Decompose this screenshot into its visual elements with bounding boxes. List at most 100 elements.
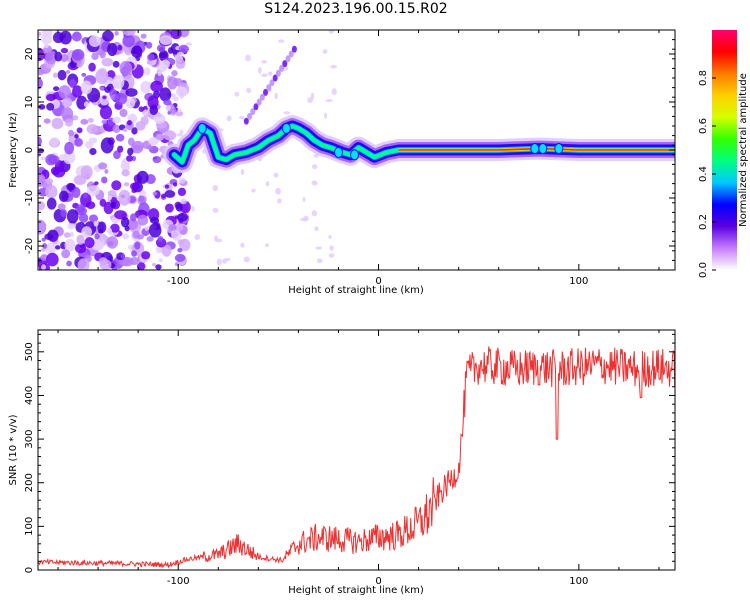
noise-blob	[102, 95, 107, 100]
noise-blob	[55, 245, 61, 250]
spectrogram-noise-blobs	[38, 30, 337, 270]
noise-blob	[45, 242, 57, 255]
noise-blob	[101, 119, 107, 124]
noise-blob	[102, 30, 114, 42]
noise-blob-faint	[234, 91, 240, 97]
noise-blob	[175, 203, 183, 212]
snr-panel: -100 0 100 0 100 200 300 400 500 Height of stra…	[8, 329, 676, 596]
noise-blob	[155, 264, 162, 270]
spectrogram-ridge	[163, 115, 675, 173]
colorbar-tick-label: 0.8	[698, 70, 709, 86]
noise-blob	[99, 86, 105, 91]
noise-blob	[87, 117, 94, 123]
colorbar-tick-label: 0.2	[698, 214, 709, 230]
noise-blob	[44, 43, 49, 49]
noise-blob	[163, 99, 172, 106]
noise-blob-faint	[238, 116, 245, 120]
noise-blob	[58, 85, 71, 99]
noise-blob	[71, 49, 85, 61]
noise-blob-faint	[178, 177, 186, 184]
noise-blob-faint	[175, 133, 183, 137]
noise-blob	[134, 241, 141, 250]
noise-blob	[86, 185, 100, 196]
y-tick-label: 500	[24, 342, 35, 361]
y-tick-label: -20	[24, 238, 35, 254]
branch-blob	[279, 64, 285, 72]
noise-blob	[130, 182, 141, 191]
noise-blob-faint	[311, 164, 318, 170]
noise-blob	[76, 127, 83, 134]
noise-blob	[159, 87, 172, 102]
noise-blob	[46, 252, 59, 267]
noise-blob	[88, 62, 96, 72]
noise-blob-faint	[331, 88, 337, 96]
noise-blob	[46, 102, 55, 111]
noise-blob	[107, 195, 112, 201]
noise-blob	[65, 69, 71, 74]
noise-blob	[104, 168, 109, 174]
noise-blob	[77, 258, 90, 270]
noise-blob	[122, 233, 130, 240]
noise-blob	[46, 197, 57, 210]
ridge-bump	[197, 122, 207, 134]
y-tick-label: 20	[24, 48, 35, 61]
noise-blob-faint	[274, 92, 278, 100]
noise-blob	[177, 212, 188, 222]
noise-blob	[143, 109, 149, 116]
noise-blob	[112, 60, 120, 68]
noise-blob	[160, 59, 171, 69]
noise-blob	[165, 104, 171, 111]
noise-blob	[127, 119, 132, 126]
noise-blob	[62, 150, 76, 165]
noise-blob	[66, 209, 79, 224]
noise-blob	[112, 116, 121, 124]
noise-blob-faint	[314, 226, 319, 231]
noise-blob-faint	[316, 258, 323, 263]
noise-blob-faint	[240, 168, 245, 175]
spectrogram-y-ticks: -20 -10 0 10 20	[24, 29, 675, 271]
ridge-bump	[333, 146, 343, 158]
noise-blob-faint	[322, 49, 328, 55]
noise-blob	[101, 176, 108, 184]
noise-blob	[91, 52, 99, 61]
branch-blob	[263, 88, 269, 96]
noise-blob	[45, 93, 56, 102]
ridge-bump	[281, 122, 291, 134]
noise-blob	[110, 201, 116, 209]
noise-blob	[125, 97, 136, 109]
noise-blob	[57, 203, 66, 211]
noise-blob	[167, 47, 174, 54]
noise-blob	[136, 262, 146, 270]
noise-blob	[72, 115, 79, 121]
noise-blob	[76, 234, 85, 245]
y-tick-label: 300	[24, 430, 35, 449]
noise-blob	[98, 257, 108, 266]
noise-blob	[89, 214, 99, 223]
noise-blob	[111, 180, 122, 191]
noise-blob	[177, 108, 182, 113]
noise-blob-faint	[278, 39, 285, 43]
noise-blob	[38, 173, 46, 187]
branch-blob	[259, 93, 265, 101]
noise-blob-faint	[179, 92, 184, 99]
noise-blob	[147, 95, 159, 109]
noise-blob	[177, 187, 187, 197]
noise-blob	[72, 85, 83, 98]
branch-blob	[275, 69, 281, 77]
colorbar-gradient	[712, 30, 737, 270]
noise-blob	[69, 79, 77, 89]
colorbar-label: Normalized spectral amplitude	[738, 73, 749, 227]
noise-blob-faint	[265, 243, 270, 248]
noise-blob	[117, 145, 124, 153]
noise-blob	[110, 223, 120, 233]
noise-blob	[149, 217, 160, 224]
snr-x-axis-label: Height of straight line (km)	[288, 585, 424, 596]
y-tick-label: 0	[24, 567, 35, 573]
y-tick-label: 100	[24, 517, 35, 536]
spectrogram-x-ticks: -100 0 100	[57, 30, 660, 287]
y-tick-label: 200	[24, 473, 35, 492]
noise-blob	[177, 247, 183, 253]
noise-blob-faint	[277, 198, 282, 204]
noise-blob	[172, 96, 179, 102]
